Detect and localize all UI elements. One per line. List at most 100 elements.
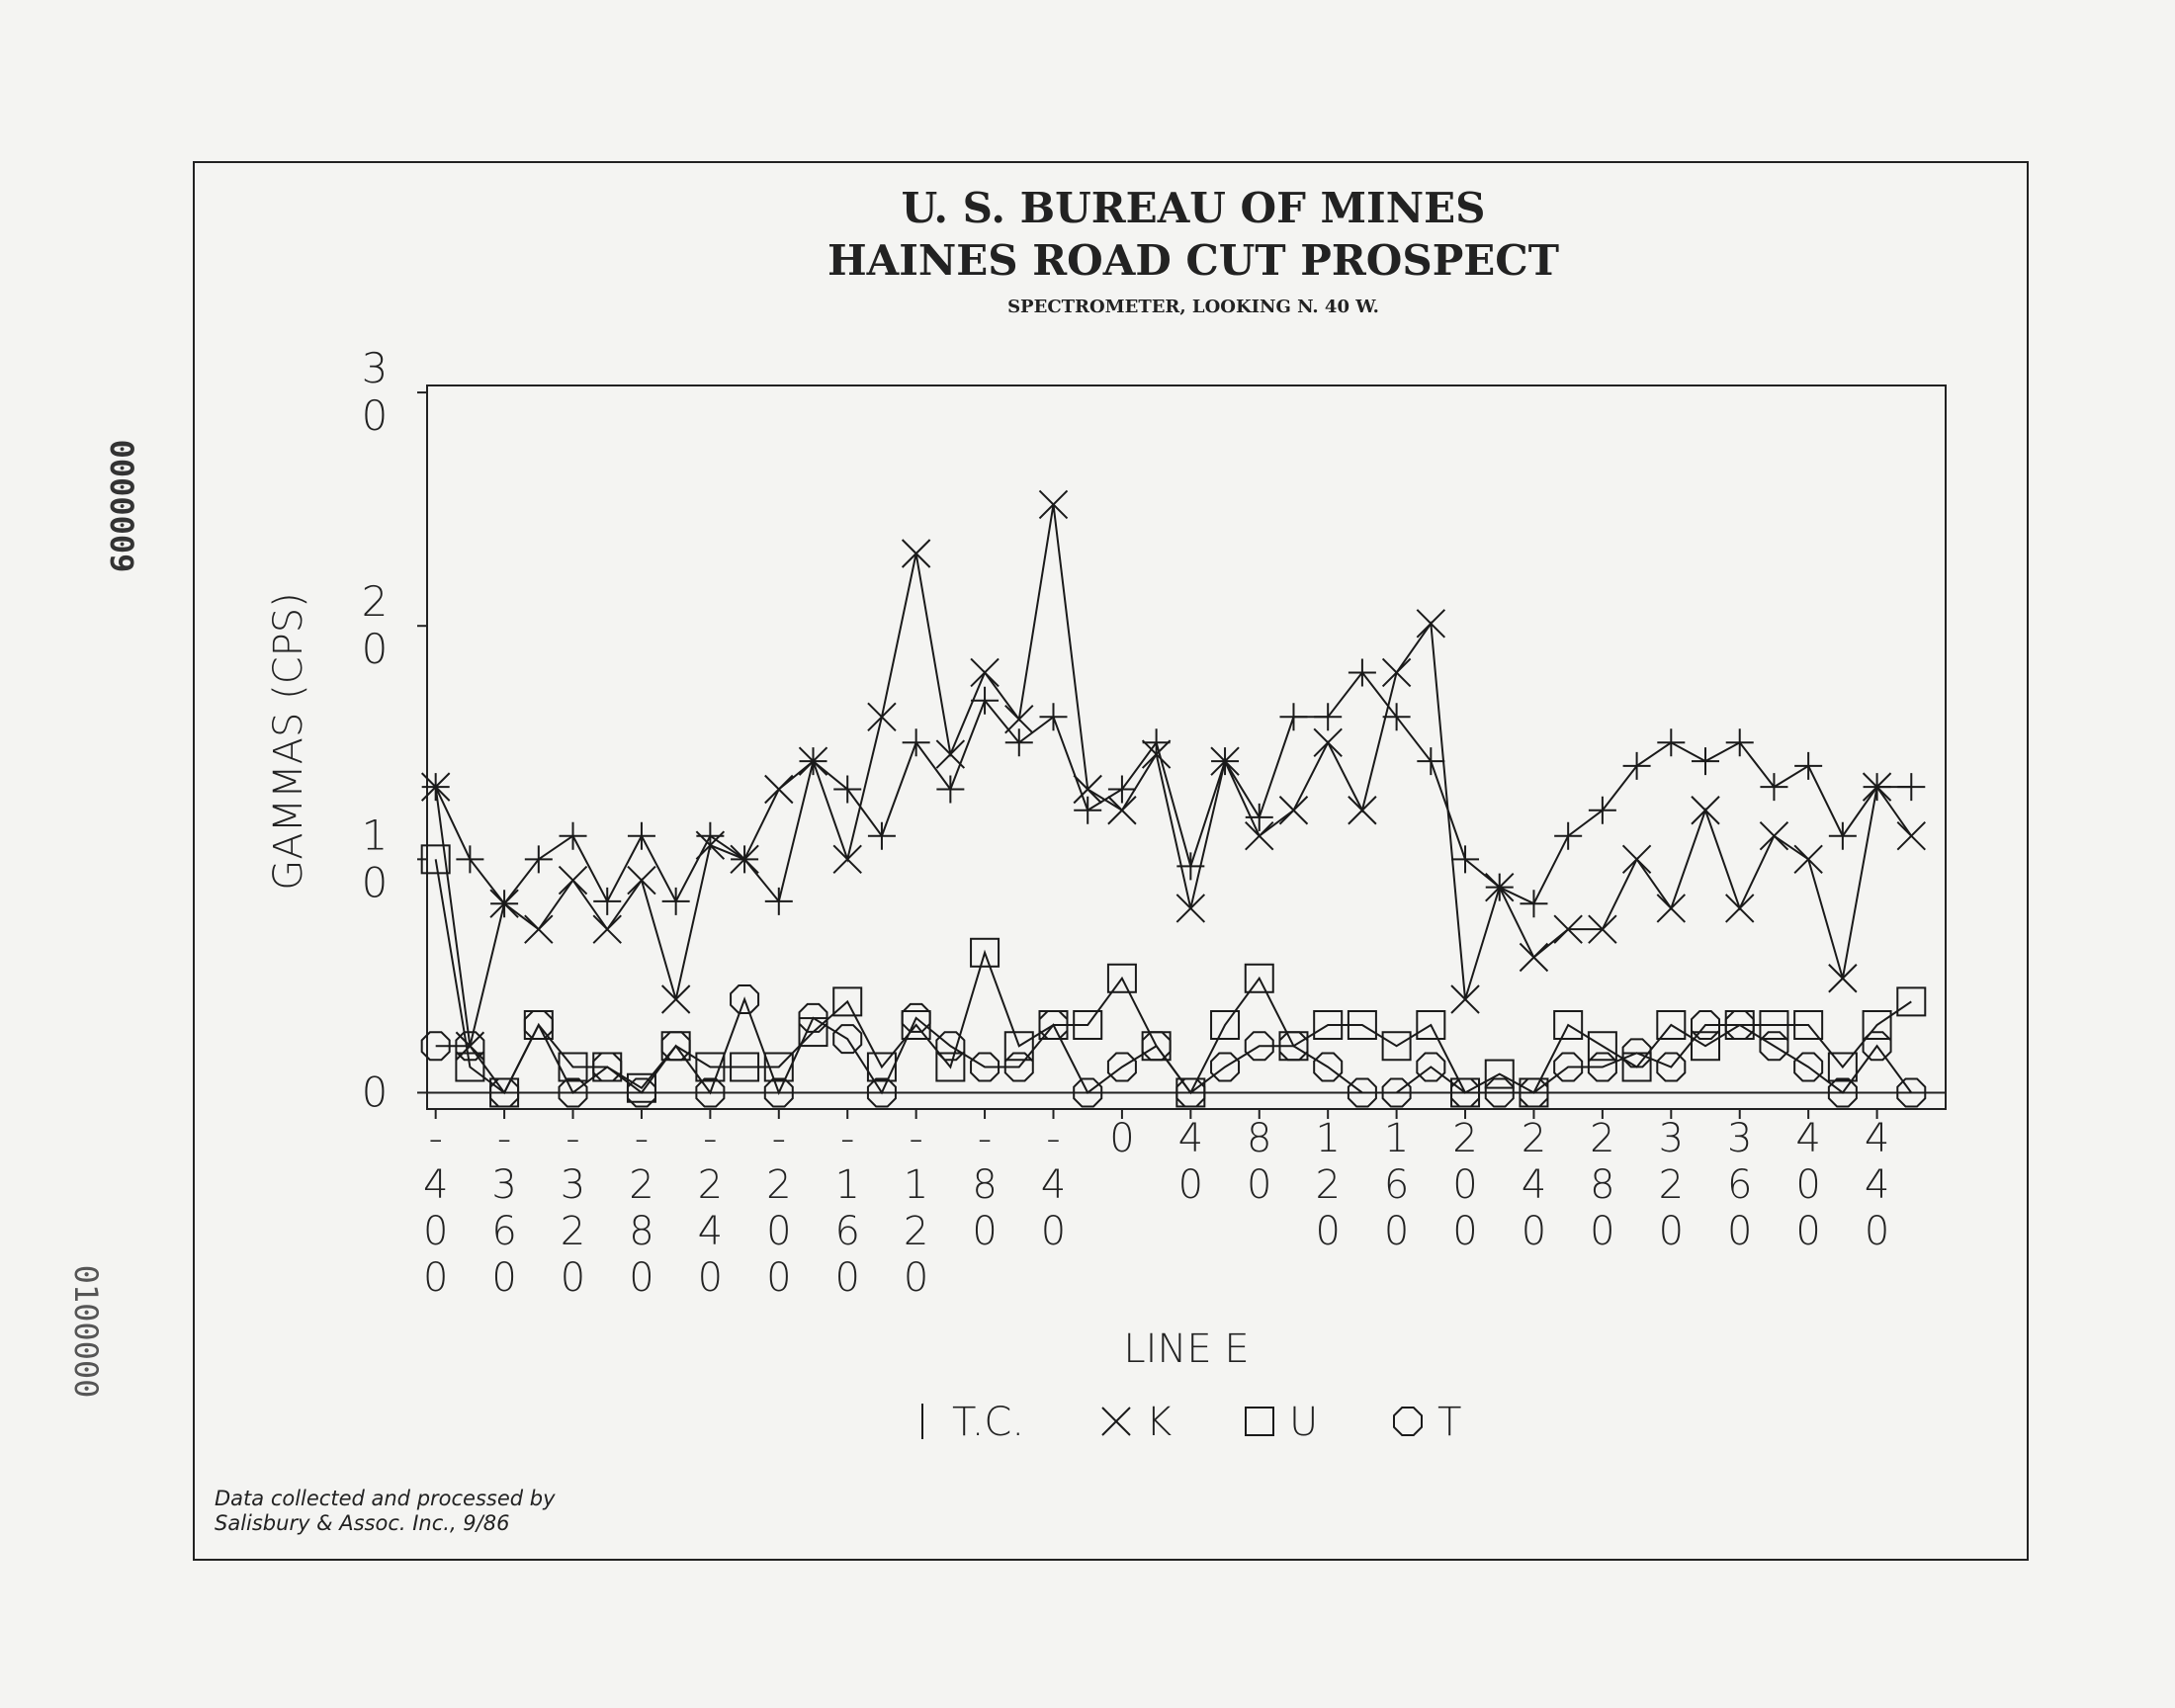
data-point [935,739,966,769]
data-point [1417,747,1445,776]
marker [1725,894,1755,923]
marker [1896,986,1927,1017]
marker [1245,821,1274,851]
data-point [1656,1052,1687,1082]
marker [1691,1009,1721,1040]
data-point [970,937,1000,968]
data-point [1691,1031,1721,1062]
marker [935,1031,966,1062]
data-point [420,772,451,802]
data-point [867,821,896,850]
marker [1210,1052,1241,1082]
data-point [764,774,794,805]
marker [1827,1077,1858,1108]
marker [1004,704,1034,734]
data-point [1896,1077,1927,1108]
data-point [971,686,1000,715]
marker [1828,964,1858,993]
marker [1393,1407,1423,1436]
marker [1244,1031,1274,1062]
marker [1039,703,1068,731]
x-tick-label: -4 0 [1041,1116,1066,1254]
marker [489,889,519,918]
data-point [763,1077,794,1108]
data-point [902,728,930,757]
data-point [1142,728,1171,757]
data-point [660,984,691,1014]
marker [1451,845,1480,874]
marker [1725,728,1754,757]
marker [730,844,759,875]
marker [730,1052,760,1082]
data-point [1588,796,1616,824]
marker [935,739,966,769]
legend-label: T.C. [952,1400,1024,1445]
marker [1347,1077,1377,1108]
data-point [1039,703,1068,731]
marker [523,1009,554,1040]
data-point [1073,774,1102,805]
marker [901,1002,931,1033]
data-point [1692,747,1720,776]
marker [456,845,484,874]
marker [1450,1077,1481,1108]
data-point [1793,844,1823,875]
data-point [1348,658,1376,687]
legend-symbol [1245,1407,1274,1436]
x-tick-label: 0 [1109,1116,1134,1161]
data-point [1862,1031,1892,1062]
data-point [1245,821,1274,851]
marker [1828,821,1857,850]
data-point [1554,821,1583,850]
series-line [434,504,1913,1047]
marker [1657,728,1686,757]
legend-label: U [1289,1400,1318,1445]
marker [1141,1031,1172,1062]
marker [1759,1009,1789,1040]
data-point [558,1077,588,1108]
data-point [1107,775,1136,804]
marker [1862,1009,1892,1040]
data-point [455,1052,485,1082]
marker [1691,1031,1721,1062]
data-point [832,986,863,1017]
data-point [1828,821,1857,850]
data-point [1519,942,1549,973]
data-point [1896,821,1926,851]
legend-symbol [1101,1407,1131,1436]
data-point [695,1077,726,1108]
data-point [524,914,554,944]
marker [1107,796,1137,825]
marker [935,1052,966,1082]
marker [1106,1052,1137,1082]
marker [1074,796,1102,824]
marker [867,821,896,850]
marker [1416,1052,1446,1082]
note: Data collected and processed by [215,1487,556,1510]
data-point [1416,1009,1446,1040]
data-point [1038,1009,1069,1040]
marker [1210,1009,1241,1040]
marker [1724,1009,1755,1040]
marker [832,844,862,875]
marker [1621,844,1652,875]
data-point [1760,773,1788,802]
data-point [489,889,519,918]
data-point [661,887,690,915]
marker [695,1052,726,1082]
legend-label: T [1437,1400,1461,1445]
marker [1313,1052,1344,1082]
marker [833,775,862,804]
data-point [1004,728,1033,757]
marker [489,1077,520,1108]
marker [1691,796,1720,825]
marker [1760,773,1788,802]
data-point [1279,703,1308,731]
marker [1142,728,1171,757]
x-tick-label: -3 6 0 [491,1116,516,1301]
data-point [1587,1031,1617,1062]
marker [1862,772,1892,802]
marker [1003,1031,1034,1062]
